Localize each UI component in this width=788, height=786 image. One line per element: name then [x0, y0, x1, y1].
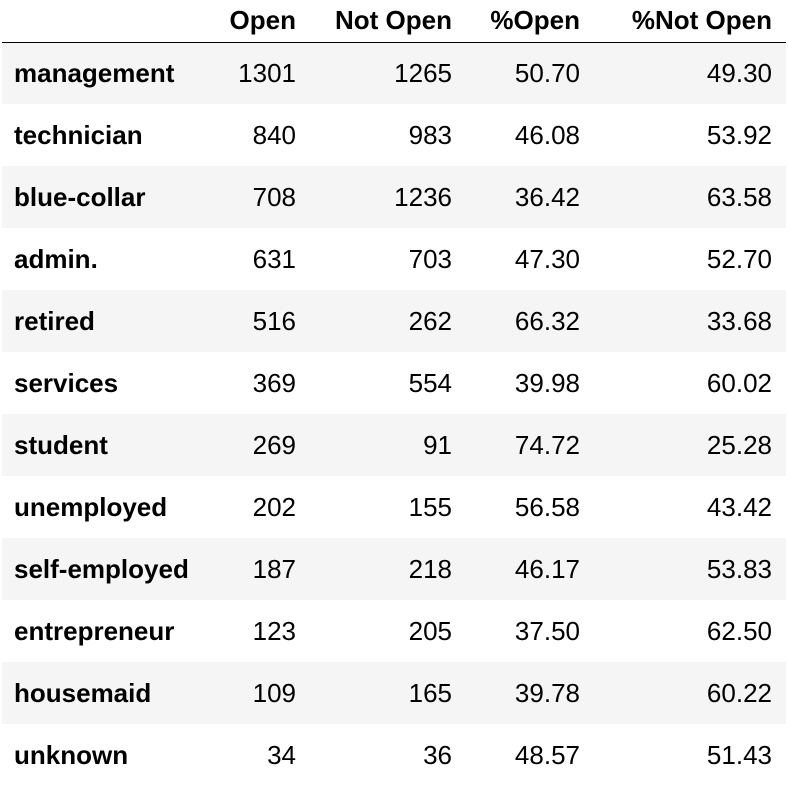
cell-not-open: 554	[408, 367, 452, 398]
index-header	[2, 0, 210, 42]
cell-pct-not-open: 60.02	[706, 367, 772, 398]
row-label: management	[14, 57, 175, 88]
cell-not-open: 1236	[394, 181, 452, 212]
cell-pct-open: 47.30	[514, 243, 580, 274]
cell-not-open: 165	[408, 677, 452, 708]
cell-pct-open: 46.17	[514, 553, 580, 584]
cell-pct-not-open: 62.50	[706, 615, 772, 646]
table-row: retired 516 262 66.32 33.68	[2, 290, 786, 352]
cell-not-open: 983	[408, 119, 452, 150]
table-body: management 1301 1265 50.70 49.30 technician 84…	[2, 42, 786, 786]
row-label: retired	[14, 305, 95, 336]
cell-pct-not-open: 53.92	[706, 119, 772, 150]
cell-open: 109	[252, 677, 296, 708]
cell-not-open: 218	[408, 553, 452, 584]
cell-pct-open: 74.72	[514, 429, 580, 460]
cell-pct-open: 50.70	[514, 57, 580, 88]
cell-pct-not-open: 60.22	[706, 677, 772, 708]
row-label: student	[14, 429, 108, 460]
cell-open: 840	[252, 119, 296, 150]
cell-open: 631	[252, 243, 296, 274]
cell-open: 123	[252, 615, 296, 646]
cell-pct-open: 56.58	[514, 491, 580, 522]
table-row: self-employed 187 218 46.17 53.83	[2, 538, 786, 600]
cell-pct-open: 66.32	[514, 305, 580, 336]
row-label: self-employed	[14, 553, 189, 584]
cell-pct-open: 39.98	[514, 367, 580, 398]
column-header-pct-not-open: %Not Open	[631, 5, 772, 36]
row-label: unknown	[14, 739, 129, 770]
row-label: entrepreneur	[14, 615, 175, 646]
row-label: blue-collar	[14, 181, 146, 212]
cell-pct-not-open: 43.42	[706, 491, 772, 522]
table-row: blue-collar 708 1236 36.42 63.58	[2, 166, 786, 228]
cell-pct-open: 36.42	[514, 181, 580, 212]
row-label: technician	[14, 119, 143, 150]
column-header-not-open: Not Open	[335, 5, 452, 36]
row-label: services	[14, 367, 119, 398]
column-header-open: Open	[229, 5, 296, 36]
cell-pct-open: 39.78	[514, 677, 580, 708]
cell-open: 369	[252, 367, 296, 398]
cell-open: 708	[252, 181, 296, 212]
cell-not-open: 1265	[394, 57, 452, 88]
cell-not-open: 703	[408, 243, 452, 274]
table-row: housemaid 109 165 39.78 60.22	[2, 662, 786, 724]
row-label: housemaid	[14, 677, 152, 708]
cell-open: 1301	[238, 57, 296, 88]
cell-not-open: 36	[423, 739, 452, 770]
cell-open: 34	[267, 739, 296, 770]
cell-not-open: 205	[408, 615, 452, 646]
cell-pct-open: 46.08	[514, 119, 580, 150]
cell-not-open: 262	[408, 305, 452, 336]
table-row: admin. 631 703 47.30 52.70	[2, 228, 786, 290]
cell-pct-open: 48.57	[514, 739, 580, 770]
cell-not-open: 91	[423, 429, 452, 460]
cell-open: 187	[252, 553, 296, 584]
row-label: unemployed	[14, 491, 168, 522]
cell-pct-not-open: 63.58	[706, 181, 772, 212]
header-row: Open Not Open %Open %Not Open	[2, 0, 786, 42]
cell-open: 202	[252, 491, 296, 522]
cell-pct-not-open: 51.43	[706, 739, 772, 770]
table-row: unknown 34 36 48.57 51.43	[2, 724, 786, 786]
table-row: unemployed 202 155 56.58 43.42	[2, 476, 786, 538]
cell-pct-open: 37.50	[514, 615, 580, 646]
table-row: technician 840 983 46.08 53.92	[2, 104, 786, 166]
table-row: services 369 554 39.98 60.02	[2, 352, 786, 414]
cell-open: 516	[252, 305, 296, 336]
cell-open: 269	[252, 429, 296, 460]
cell-pct-not-open: 49.30	[706, 57, 772, 88]
table-row: management 1301 1265 50.70 49.30	[2, 42, 786, 104]
table-row: student 269 91 74.72 25.28	[2, 414, 786, 476]
column-header-pct-open: %Open	[490, 5, 580, 36]
cell-pct-not-open: 52.70	[706, 243, 772, 274]
cell-pct-not-open: 33.68	[706, 305, 772, 336]
table-header: Open Not Open %Open %Not Open	[2, 0, 786, 42]
cell-not-open: 155	[408, 491, 452, 522]
cell-pct-not-open: 53.83	[706, 553, 772, 584]
cell-pct-not-open: 25.28	[706, 429, 772, 460]
table-row: entrepreneur 123 205 37.50 62.50	[2, 600, 786, 662]
row-label: admin.	[14, 243, 98, 274]
